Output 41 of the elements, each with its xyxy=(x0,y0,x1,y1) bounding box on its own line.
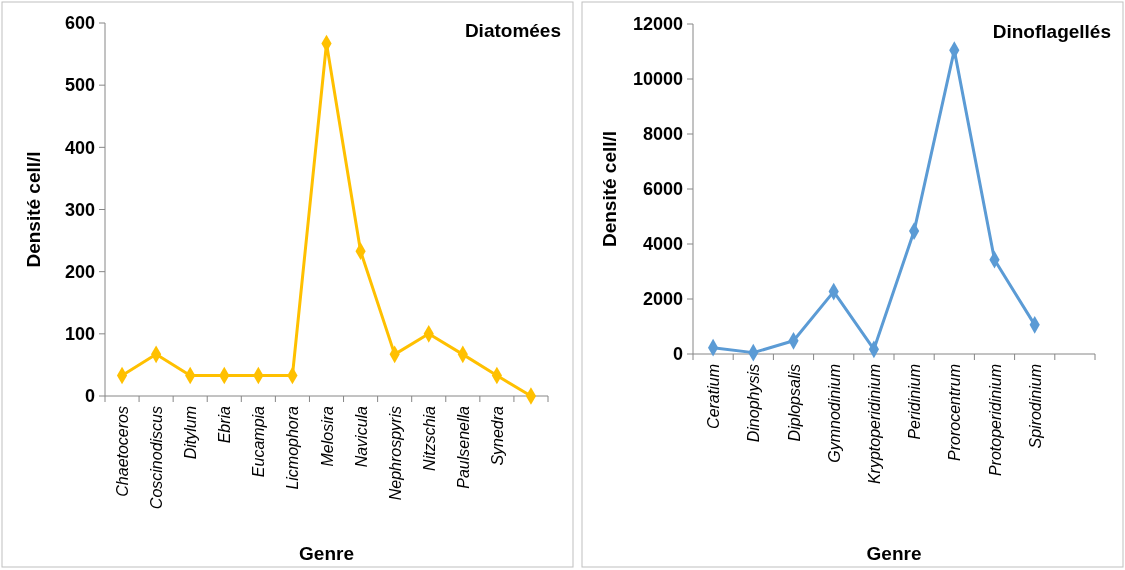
x-tick-label: Kryptoperidinium xyxy=(865,364,883,485)
chart-title: Dinoflagellés xyxy=(992,21,1111,42)
x-tick-label: Nephrospyris xyxy=(386,406,404,501)
y-tick-label: 6000 xyxy=(642,179,683,200)
y-tick-label: 500 xyxy=(64,75,95,96)
x-tick-label: Gymnodinium xyxy=(825,364,843,463)
y-tick-label: 600 xyxy=(64,13,95,34)
y-tick-label: 200 xyxy=(64,261,95,282)
x-tick-label: Protoperidinium xyxy=(986,364,1004,477)
x-tick-label: Nitzschia xyxy=(420,405,438,471)
y-tick-label: 0 xyxy=(84,386,95,407)
y-tick-label: 100 xyxy=(64,324,95,345)
y-tick-label: 300 xyxy=(64,199,95,220)
x-axis-title: Genre xyxy=(866,543,922,564)
x-tick-label: Navicula xyxy=(352,405,370,468)
x-tick-label: Coscinodiscus xyxy=(148,406,166,510)
x-tick-label: Diplopsalis xyxy=(785,364,803,442)
x-tick-label: Synedra xyxy=(488,405,506,466)
y-tick-label: 2000 xyxy=(642,289,683,310)
x-tick-label: Melosira xyxy=(318,405,336,467)
y-tick-label: 12000 xyxy=(632,14,683,35)
x-tick-label: Ditylum xyxy=(182,406,200,460)
x-tick-label: Spirodinium xyxy=(1026,364,1044,449)
y-tick-label: 400 xyxy=(64,137,95,158)
x-tick-label: Licmophora xyxy=(284,405,302,490)
x-tick-label: Ebria xyxy=(216,405,234,444)
x-tick-label: Paulsenella xyxy=(454,405,472,489)
x-tick-label: Eucampia xyxy=(250,405,268,478)
x-axis-title: Genre xyxy=(299,543,354,564)
y-tick-label: 0 xyxy=(672,344,683,365)
x-tick-label: Dinophysis xyxy=(745,364,763,443)
x-tick-label: Ceratium xyxy=(705,364,723,429)
x-tick-label: Chaetoceros xyxy=(114,406,132,497)
y-axis-title: Densité cell/l xyxy=(23,151,44,268)
y-tick-label: 4000 xyxy=(642,234,683,255)
y-tick-label: 8000 xyxy=(642,124,683,145)
x-tick-label: Prorocentrum xyxy=(946,364,964,461)
y-tick-label: 10000 xyxy=(632,69,683,90)
chart-title: Diatomées xyxy=(464,20,561,41)
x-tick-label: Peridinium xyxy=(906,364,924,440)
y-axis-title: Densité cell/l xyxy=(599,130,620,248)
